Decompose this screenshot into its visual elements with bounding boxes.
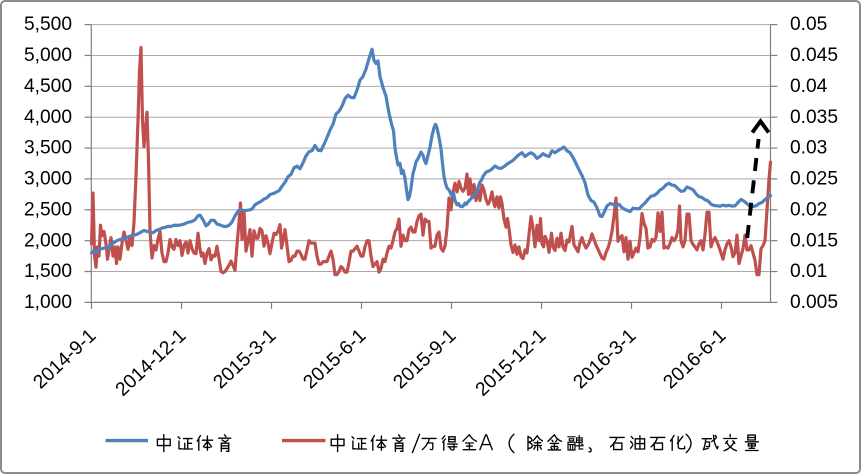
svg-text:2,500: 2,500	[24, 199, 72, 220]
svg-text:5,500: 5,500	[24, 14, 72, 35]
svg-text:0.01: 0.01	[790, 261, 827, 282]
svg-text:4,500: 4,500	[24, 76, 72, 97]
svg-text:0.005: 0.005	[790, 292, 838, 313]
svg-text:4,000: 4,000	[24, 107, 72, 128]
svg-text:3,000: 3,000	[24, 169, 72, 190]
svg-text:1,500: 1,500	[24, 261, 72, 282]
svg-text:2,000: 2,000	[24, 230, 72, 251]
svg-text:0.025: 0.025	[790, 169, 838, 190]
svg-text:0.035: 0.035	[790, 107, 838, 128]
svg-text:0.04: 0.04	[790, 76, 828, 97]
svg-text:0.05: 0.05	[790, 14, 827, 35]
svg-text:0.045: 0.045	[790, 45, 838, 66]
svg-text:0.015: 0.015	[790, 230, 838, 251]
svg-text:3,500: 3,500	[24, 138, 72, 159]
svg-text:0.02: 0.02	[790, 199, 827, 220]
svg-text:0.03: 0.03	[790, 138, 827, 159]
svg-text:5,000: 5,000	[24, 45, 72, 66]
svg-text:1,000: 1,000	[24, 292, 72, 313]
